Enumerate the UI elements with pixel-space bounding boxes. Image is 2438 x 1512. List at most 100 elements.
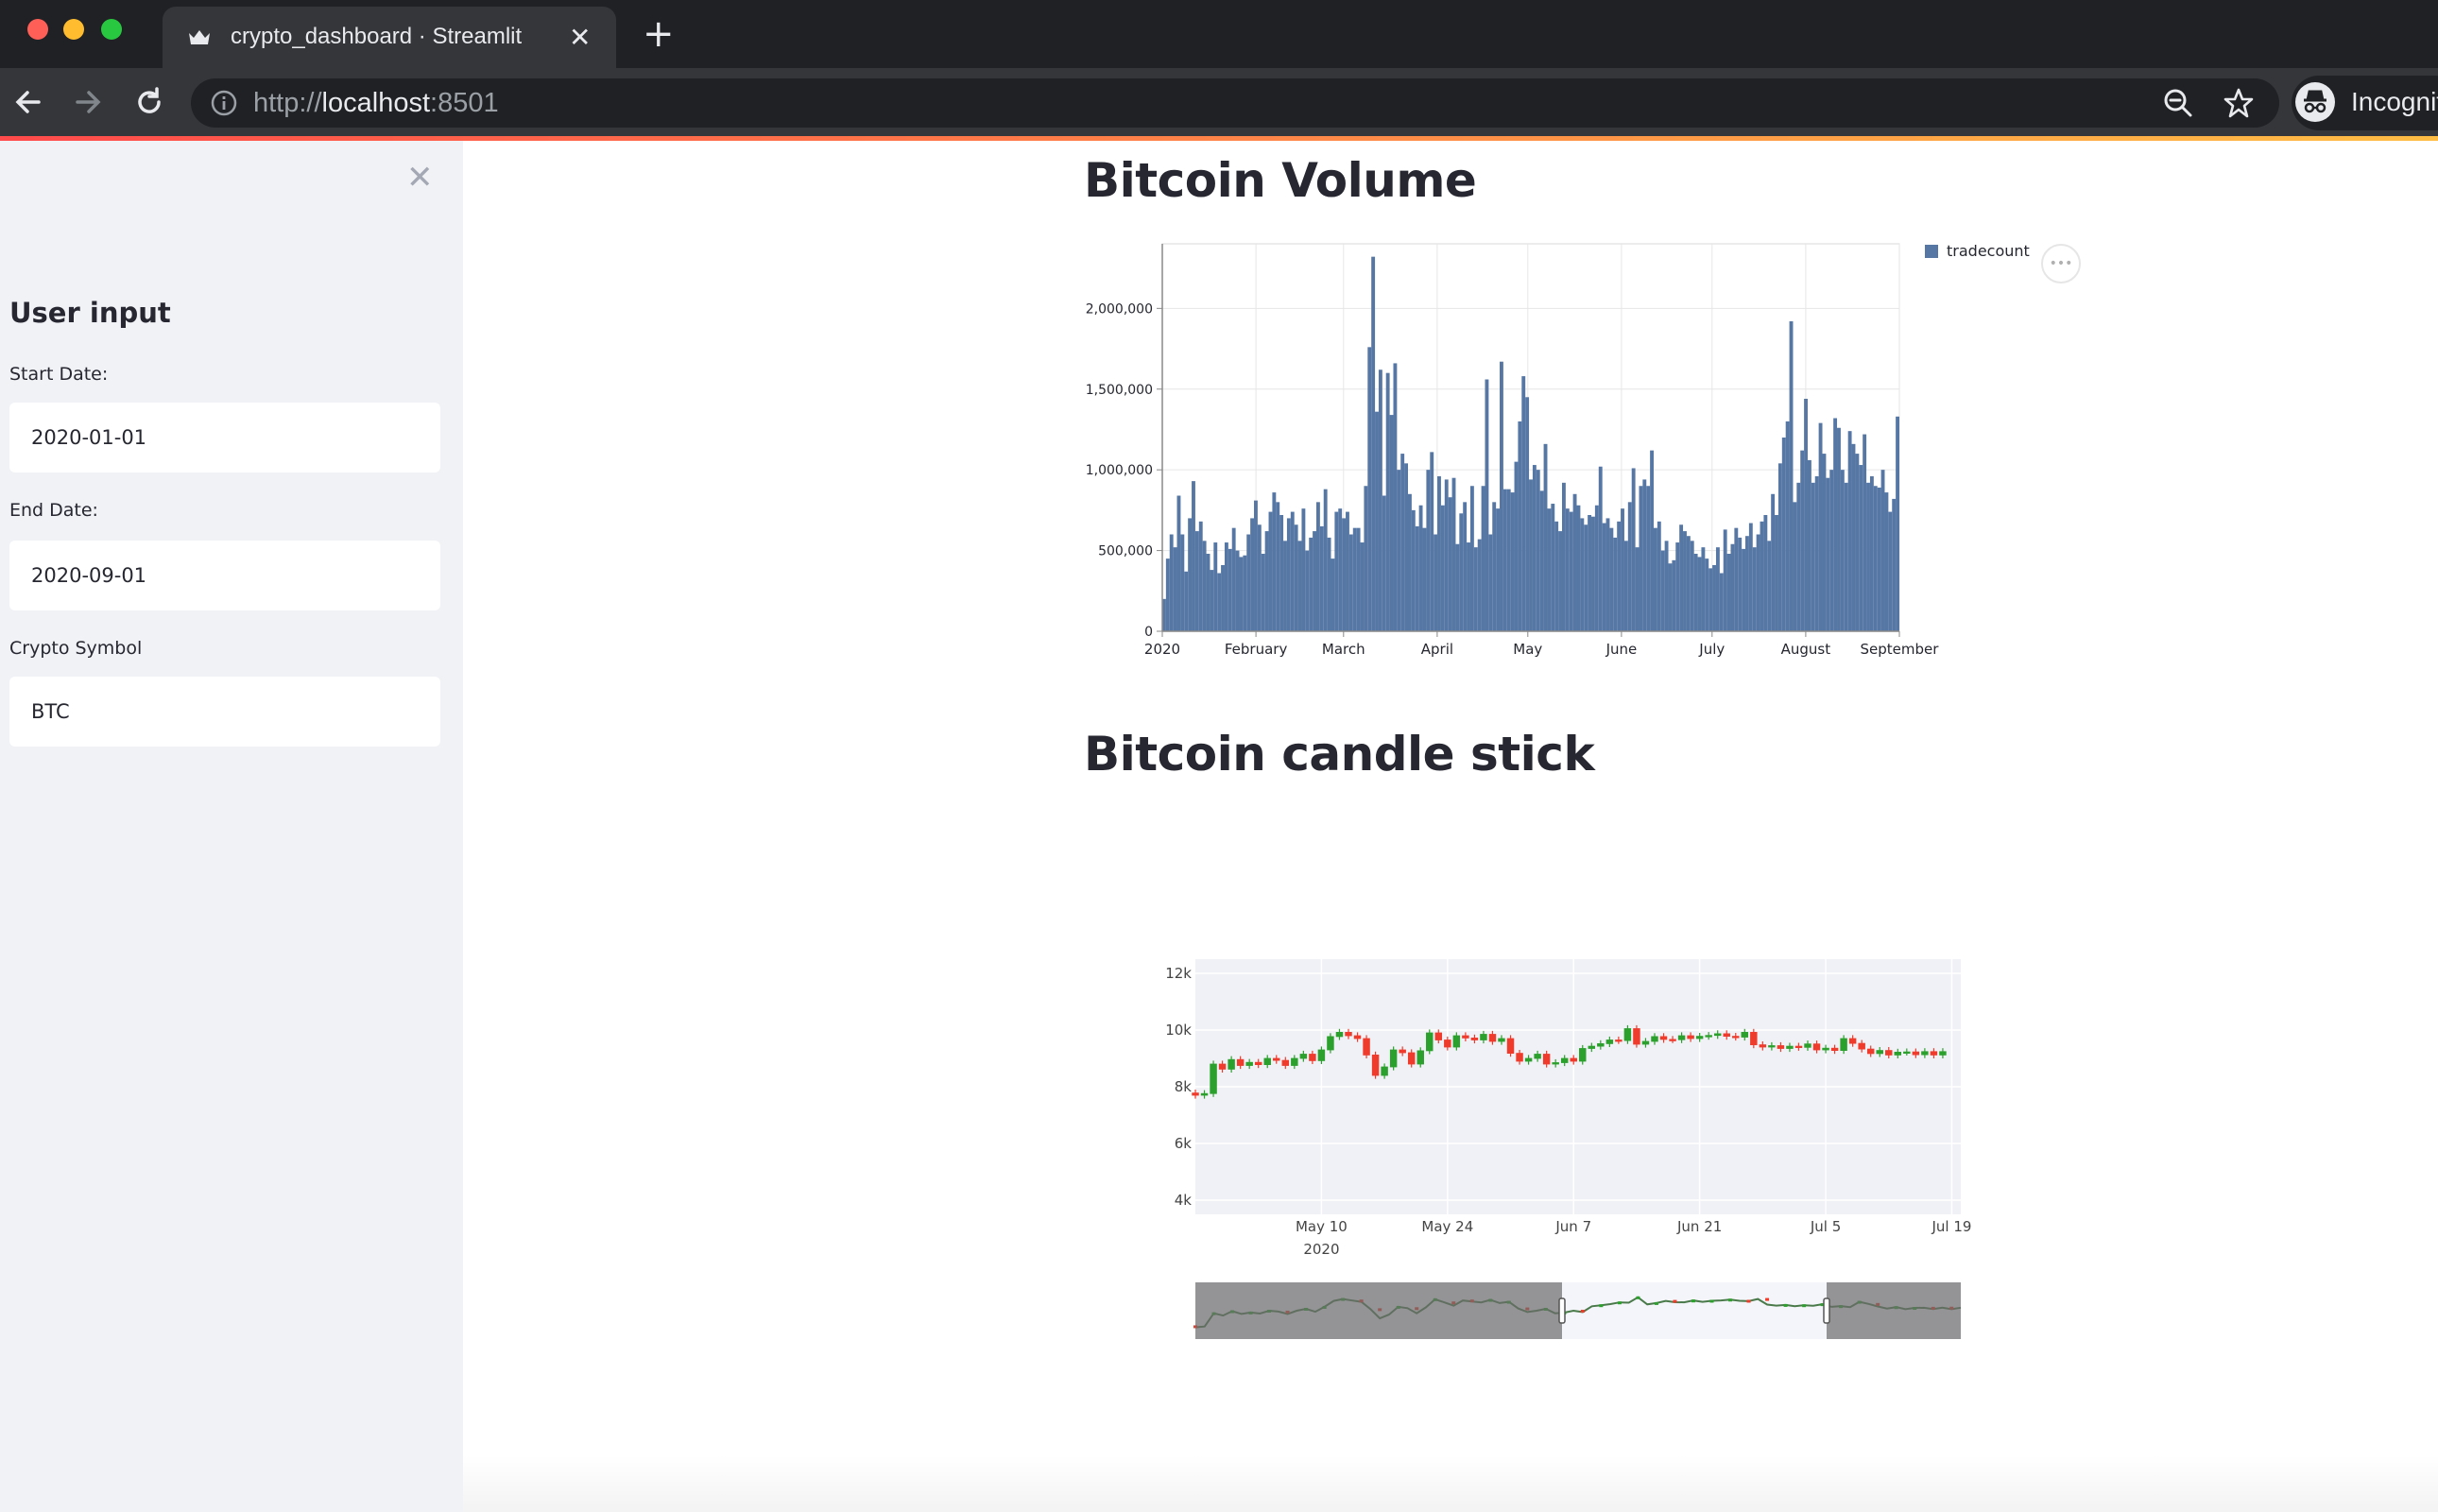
candle[interactable] [1615,1040,1622,1042]
candle[interactable] [1848,1038,1857,1044]
volume-bar[interactable] [1352,527,1357,631]
volume-bar[interactable] [1286,518,1291,631]
candle[interactable] [1695,1036,1704,1040]
candle[interactable] [1641,1040,1650,1045]
volume-bar[interactable] [1822,454,1827,631]
candle[interactable] [1534,1054,1541,1059]
candle[interactable] [1552,1062,1559,1065]
tab-close-icon[interactable]: ✕ [569,22,592,53]
candle[interactable] [1930,1051,1938,1056]
volume-bar[interactable] [1829,470,1834,631]
volume-bar[interactable] [1272,492,1277,631]
volume-bar[interactable] [1767,541,1772,631]
volume-bar[interactable] [1213,542,1218,631]
volume-bar[interactable] [1426,470,1431,631]
volume-bar[interactable] [1818,422,1823,631]
volume-bar[interactable] [1342,518,1347,631]
volume-bar[interactable] [1580,518,1585,631]
candle[interactable] [1687,1035,1694,1040]
volume-bar[interactable] [1536,470,1540,631]
volume-bar[interactable] [1697,557,1702,631]
candle[interactable] [1723,1033,1730,1038]
candle[interactable] [1894,1052,1902,1056]
volume-bar[interactable] [1873,486,1878,631]
candle[interactable] [1335,1032,1344,1038]
candle[interactable] [1822,1047,1829,1051]
volume-bar[interactable] [1840,470,1845,631]
volume-bar[interactable] [1485,379,1489,632]
volume-bar[interactable] [1301,508,1306,631]
candle[interactable] [1399,1049,1406,1054]
maximize-window-button[interactable] [101,19,122,40]
volume-bar[interactable] [1176,495,1181,632]
range-slider[interactable] [1193,1282,1962,1339]
volume-bar[interactable] [1569,511,1573,631]
volume-bar[interactable] [1760,521,1764,631]
candle[interactable] [1623,1028,1632,1041]
candle[interactable] [1840,1038,1847,1051]
candle[interactable] [1812,1043,1821,1051]
volume-bar[interactable] [1771,493,1776,631]
candle[interactable] [1542,1054,1551,1065]
volume-bar[interactable] [1888,511,1893,631]
candle[interactable] [1939,1051,1947,1056]
volume-bar[interactable] [1672,559,1676,631]
candle[interactable] [1786,1045,1794,1049]
volume-bar[interactable] [1654,527,1657,631]
volume-bar[interactable] [1360,542,1365,631]
volume-bar[interactable] [1243,555,1247,631]
volume-bar[interactable] [1742,548,1746,631]
candle[interactable] [1903,1051,1911,1054]
volume-bar[interactable] [1734,527,1739,631]
volume-bar[interactable] [1543,443,1548,631]
volume-bar[interactable] [1859,465,1863,631]
range-slider-right-handle[interactable] [1823,1297,1830,1324]
candle[interactable] [1291,1057,1298,1066]
volume-bar[interactable] [1455,543,1460,631]
candle[interactable] [1228,1058,1235,1070]
candle[interactable] [1218,1063,1227,1070]
new-tab-button[interactable]: + [643,12,675,56]
volume-bar[interactable] [1880,470,1885,631]
volume-bar[interactable] [1254,500,1258,631]
volume-bar[interactable] [1221,564,1225,631]
volume-bar[interactable] [1378,369,1382,631]
candle[interactable] [1210,1063,1217,1094]
candle[interactable] [1363,1038,1370,1056]
volume-bar[interactable] [1451,477,1456,631]
volume-bar[interactable] [1554,521,1559,631]
candle[interactable] [1768,1045,1776,1048]
volume-bar[interactable] [1748,523,1753,631]
volume-bar[interactable] [1777,463,1782,631]
volume-bar[interactable] [1576,505,1581,631]
volume-bar[interactable] [1397,470,1401,631]
volume-bar[interactable] [1657,521,1661,631]
volume-bar[interactable] [1851,443,1856,631]
address-bar[interactable] [191,78,2279,128]
candle[interactable] [1480,1034,1487,1040]
volume-bar[interactable] [1719,573,1724,632]
start-date-input[interactable]: 2020-01-01 [9,403,440,472]
candle[interactable] [1498,1038,1505,1042]
candle[interactable] [1713,1033,1722,1037]
candle[interactable] [1605,1040,1614,1044]
volume-bar[interactable] [1440,505,1445,631]
candle[interactable] [1452,1035,1461,1048]
volume-bar[interactable] [1294,524,1298,631]
volume-bar[interactable] [1789,321,1794,631]
back-arrow-icon[interactable] [9,83,47,121]
volume-bar[interactable] [1290,511,1295,631]
candle[interactable] [1462,1035,1469,1039]
volume-bar[interactable] [1847,431,1852,631]
candle[interactable] [1633,1028,1640,1045]
candlestick-chart[interactable]: 4k 6k 8k 10k 12k May 10 2020 May 24 Jun 7 Jun 21 J… [1134,945,1984,1351]
candle[interactable] [1804,1043,1811,1048]
volume-bar[interactable] [1481,486,1485,631]
volume-bar[interactable] [1257,524,1262,631]
volume-bar[interactable] [1796,482,1801,631]
volume-bar[interactable] [1572,493,1577,631]
volume-bar[interactable] [1496,508,1501,631]
volume-bar[interactable] [1855,454,1860,631]
volume-bar[interactable] [1521,376,1526,631]
volume-bar[interactable] [1389,415,1394,631]
